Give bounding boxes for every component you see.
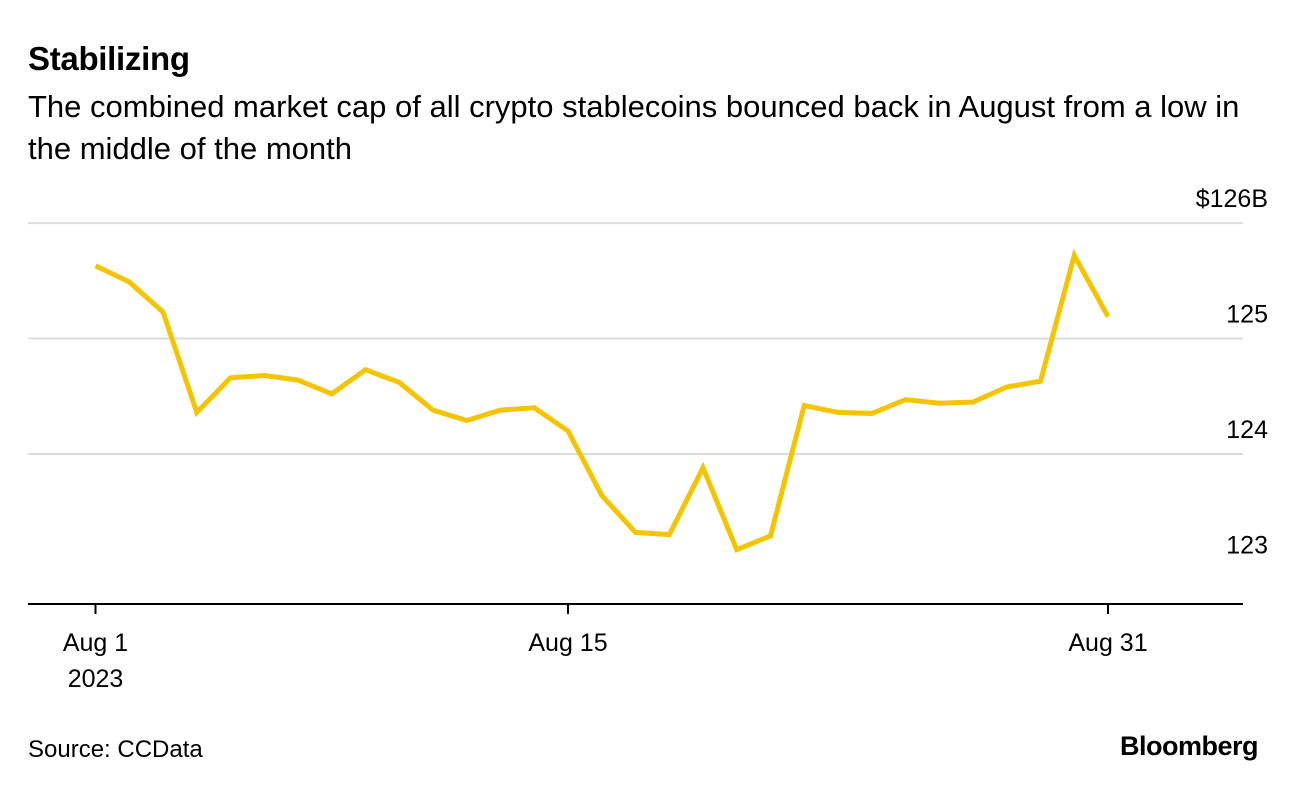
y-tick-label: 124 [1226,416,1268,444]
x-tick-label: Aug 31 [1068,629,1147,657]
y-tick-label: $126B [1196,185,1268,213]
y-tick-label: 125 [1226,301,1268,329]
source-note: Source: CCData [28,736,203,763]
x-tick-label-year: 2023 [68,665,124,693]
y-tick-label: 123 [1226,531,1268,559]
x-tick-label: Aug 1 [63,629,128,657]
bloomberg-logo: Bloomberg [1119,731,1259,761]
chart-title: Stabilizing [28,40,190,77]
chart-subtitle: The combined market cap of all crypto st… [28,89,1240,166]
x-tick-label: Aug 15 [528,629,607,657]
series-line [94,248,1111,553]
